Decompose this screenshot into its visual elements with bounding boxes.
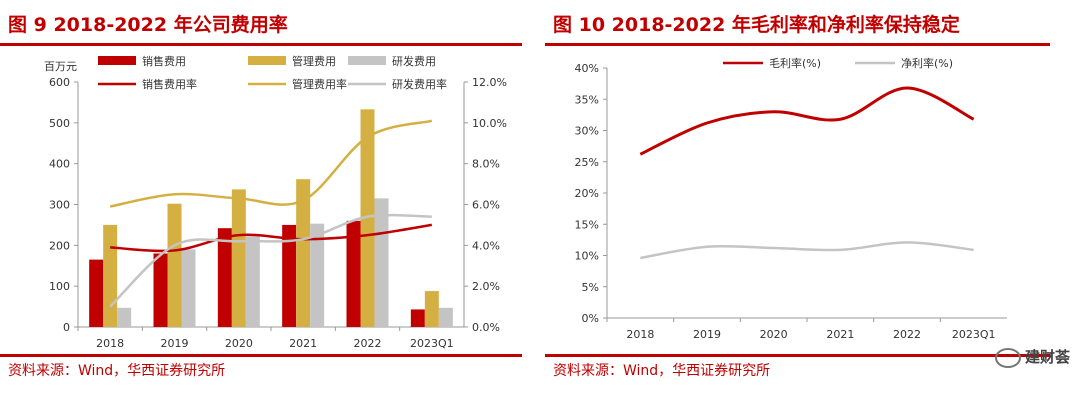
y-tick-label: 20% <box>575 187 599 200</box>
bar-sales <box>410 309 425 327</box>
legend-label: 管理费用 <box>292 54 336 68</box>
y2-tick-label: 8.0% <box>472 158 500 171</box>
y-tick-label: 15% <box>575 218 599 231</box>
y2-tick-label: 0.0% <box>472 321 500 334</box>
line-gross-margin <box>639 86 975 156</box>
x-tick-label: 2023Q1 <box>410 337 454 350</box>
right-source-rule <box>545 354 1050 357</box>
y-tick-label: 0 <box>63 321 70 334</box>
right-chart-panel: 图 10 2018-2022 年毛利率和净利率保持稳定 0% 5% 10% 15% 20… <box>545 0 1080 403</box>
y-unit-label: 百万元 <box>44 60 77 73</box>
x-tick-label: 2021 <box>289 337 317 350</box>
y2-tick-label: 6.0% <box>472 199 500 212</box>
bar-sales <box>217 228 232 327</box>
bar-sales <box>153 253 168 327</box>
left-title-rule <box>0 43 522 46</box>
y2-tick-label: 2.0% <box>472 280 500 293</box>
left-source-note: 资料来源：Wind，华西证券研究所 <box>8 363 226 379</box>
bar-admin <box>296 179 311 327</box>
y-tick-label: 300 <box>49 199 70 212</box>
y-tick-label: 35% <box>575 93 599 106</box>
line-net-margin <box>640 241 974 260</box>
bar-sales <box>89 259 104 327</box>
watermark-text: 建财荟 <box>1024 348 1070 366</box>
legend-label: 研发费用率 <box>392 77 447 91</box>
legend-swatch <box>98 56 136 65</box>
bar-admin <box>360 109 375 327</box>
y-tick-label: 5% <box>582 281 599 294</box>
left-source-rule <box>0 354 522 357</box>
right-source-note: 资料来源：Wind，华西证券研究所 <box>553 363 771 379</box>
bar-sales <box>346 220 361 327</box>
legend-label: 研发费用 <box>392 54 436 68</box>
legend-label: 管理费用率 <box>292 77 347 91</box>
y-tick-label: 0% <box>582 312 599 325</box>
legend-label: 销售费用率 <box>142 77 197 91</box>
x-tick-label: 2022 <box>354 337 382 350</box>
legend-swatch <box>348 56 386 65</box>
y-tick-label: 10% <box>575 250 599 263</box>
bar-rnd <box>181 249 196 327</box>
bar-rnd <box>245 236 260 327</box>
bar-rnd <box>310 223 325 327</box>
y2-tick-label: 12.0% <box>472 76 507 89</box>
x-tick-label: 2022 <box>893 328 921 341</box>
x-tick-label: 2019 <box>161 337 189 350</box>
y-tick-label: 200 <box>49 239 70 252</box>
bar-sales <box>282 224 297 327</box>
left-chart-panel: 图 9 2018-2022 年公司费用率 0 100 200 300 400 500 600… <box>0 0 530 403</box>
legend-swatch <box>248 56 286 65</box>
right-chart-svg: 0% 5% 10% 15% 20% 25% 30% 35% 40% 2018 2019 2020 202… <box>575 56 1007 341</box>
x-tick-label: 2020 <box>760 328 788 341</box>
bar-admin <box>167 203 182 327</box>
x-tick-label: 2018 <box>626 328 654 341</box>
y-tick-label: 600 <box>49 76 70 89</box>
y-tick-label: 100 <box>49 280 70 293</box>
y-tick-label: 400 <box>49 158 70 171</box>
x-tick-label: 2019 <box>693 328 721 341</box>
y2-tick-label: 10.0% <box>472 117 507 130</box>
y-tick-label: 500 <box>49 117 70 130</box>
line-rnd-rate <box>109 213 432 308</box>
x-tick-label: 2023Q1 <box>952 328 996 341</box>
bar-rnd <box>117 307 132 327</box>
left-chart-title: 图 9 2018-2022 年公司费用率 <box>8 14 288 36</box>
legend-label: 毛利率(%) <box>769 56 821 70</box>
legend-label: 净利率(%) <box>901 56 953 70</box>
line-admin-rate <box>109 119 433 208</box>
x-tick-label: 2018 <box>96 337 124 350</box>
bar-admin <box>424 291 439 327</box>
bar-admin <box>103 224 118 327</box>
legend-label: 销售费用 <box>142 54 186 68</box>
y-tick-label: 40% <box>575 62 599 75</box>
bar-rnd <box>438 307 453 327</box>
bar-admin <box>231 189 246 327</box>
watermark: 建财荟 <box>994 346 1070 368</box>
y2-tick-label: 4.0% <box>472 239 500 252</box>
left-chart-svg: 0 100 200 300 400 500 600 0.0% 2.0% 4.0% 6.0% 8.0% 1… <box>44 54 507 350</box>
bar-rnd <box>374 198 389 327</box>
right-title-rule <box>545 43 1050 46</box>
x-tick-label: 2020 <box>225 337 253 350</box>
y-tick-label: 30% <box>575 125 599 138</box>
line-sales-rate <box>110 223 433 253</box>
y-tick-label: 25% <box>575 156 599 169</box>
wechat-icon <box>994 347 1021 368</box>
right-chart-title: 图 10 2018-2022 年毛利率和净利率保持稳定 <box>553 14 960 36</box>
x-tick-label: 2021 <box>826 328 854 341</box>
